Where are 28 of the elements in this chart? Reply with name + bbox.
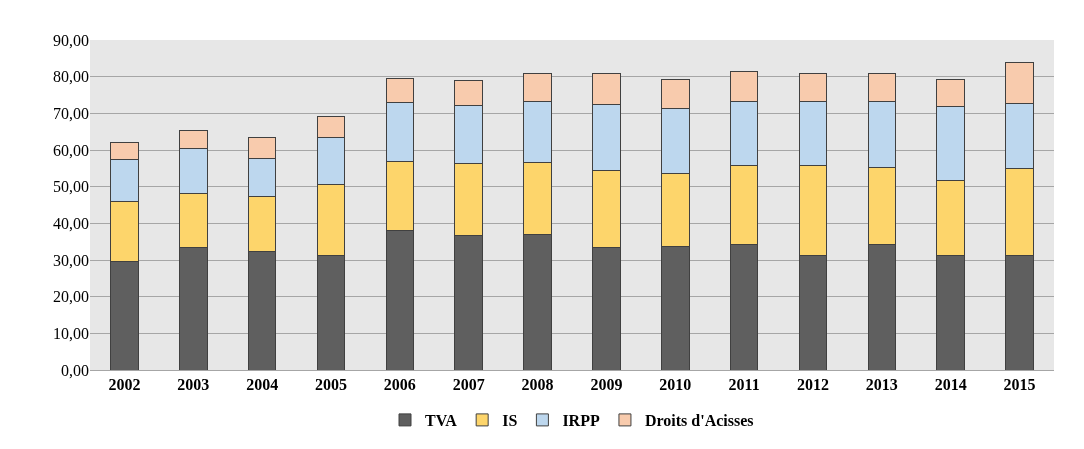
y-tick-label: 50,00 [53, 178, 89, 196]
y-tick-label: 40,00 [53, 214, 89, 232]
x-tick-label: 2014 [934, 376, 967, 394]
x-tick-label: 2013 [865, 376, 898, 394]
x-tick-label: 2012 [797, 376, 829, 394]
y-tick-label: 10,00 [53, 324, 89, 342]
legend-label: TVA [425, 412, 458, 430]
x-tick-label: 2010 [659, 376, 692, 394]
legend-label: IS [502, 412, 518, 430]
x-tick-label: 2006 [383, 376, 416, 394]
y-tick-label: 70,00 [53, 104, 89, 122]
x-tick-label: 2002 [108, 376, 141, 394]
x-tick-label: 2007 [452, 376, 485, 394]
x-tick-label: 2004 [246, 376, 279, 394]
x-tick-label: 2003 [177, 376, 210, 394]
x-tick-label: 2008 [521, 376, 554, 394]
y-tick-label: 20,00 [53, 288, 89, 306]
legend-label: Droits d'Acisses [644, 412, 754, 430]
y-tick-label: 60,00 [53, 141, 89, 159]
y-tick-label: 0,00 [61, 361, 89, 379]
legend-label: IRPP [562, 412, 600, 430]
x-tick-label: 2009 [590, 376, 623, 394]
x-tick-label: 2005 [315, 376, 347, 394]
x-tick-label: 2011 [728, 376, 760, 394]
x-tick-label: 2015 [1003, 376, 1036, 394]
y-tick-label: 80,00 [53, 68, 89, 86]
y-tick-label: 90,00 [53, 31, 89, 49]
y-tick-label: 30,00 [53, 251, 89, 269]
